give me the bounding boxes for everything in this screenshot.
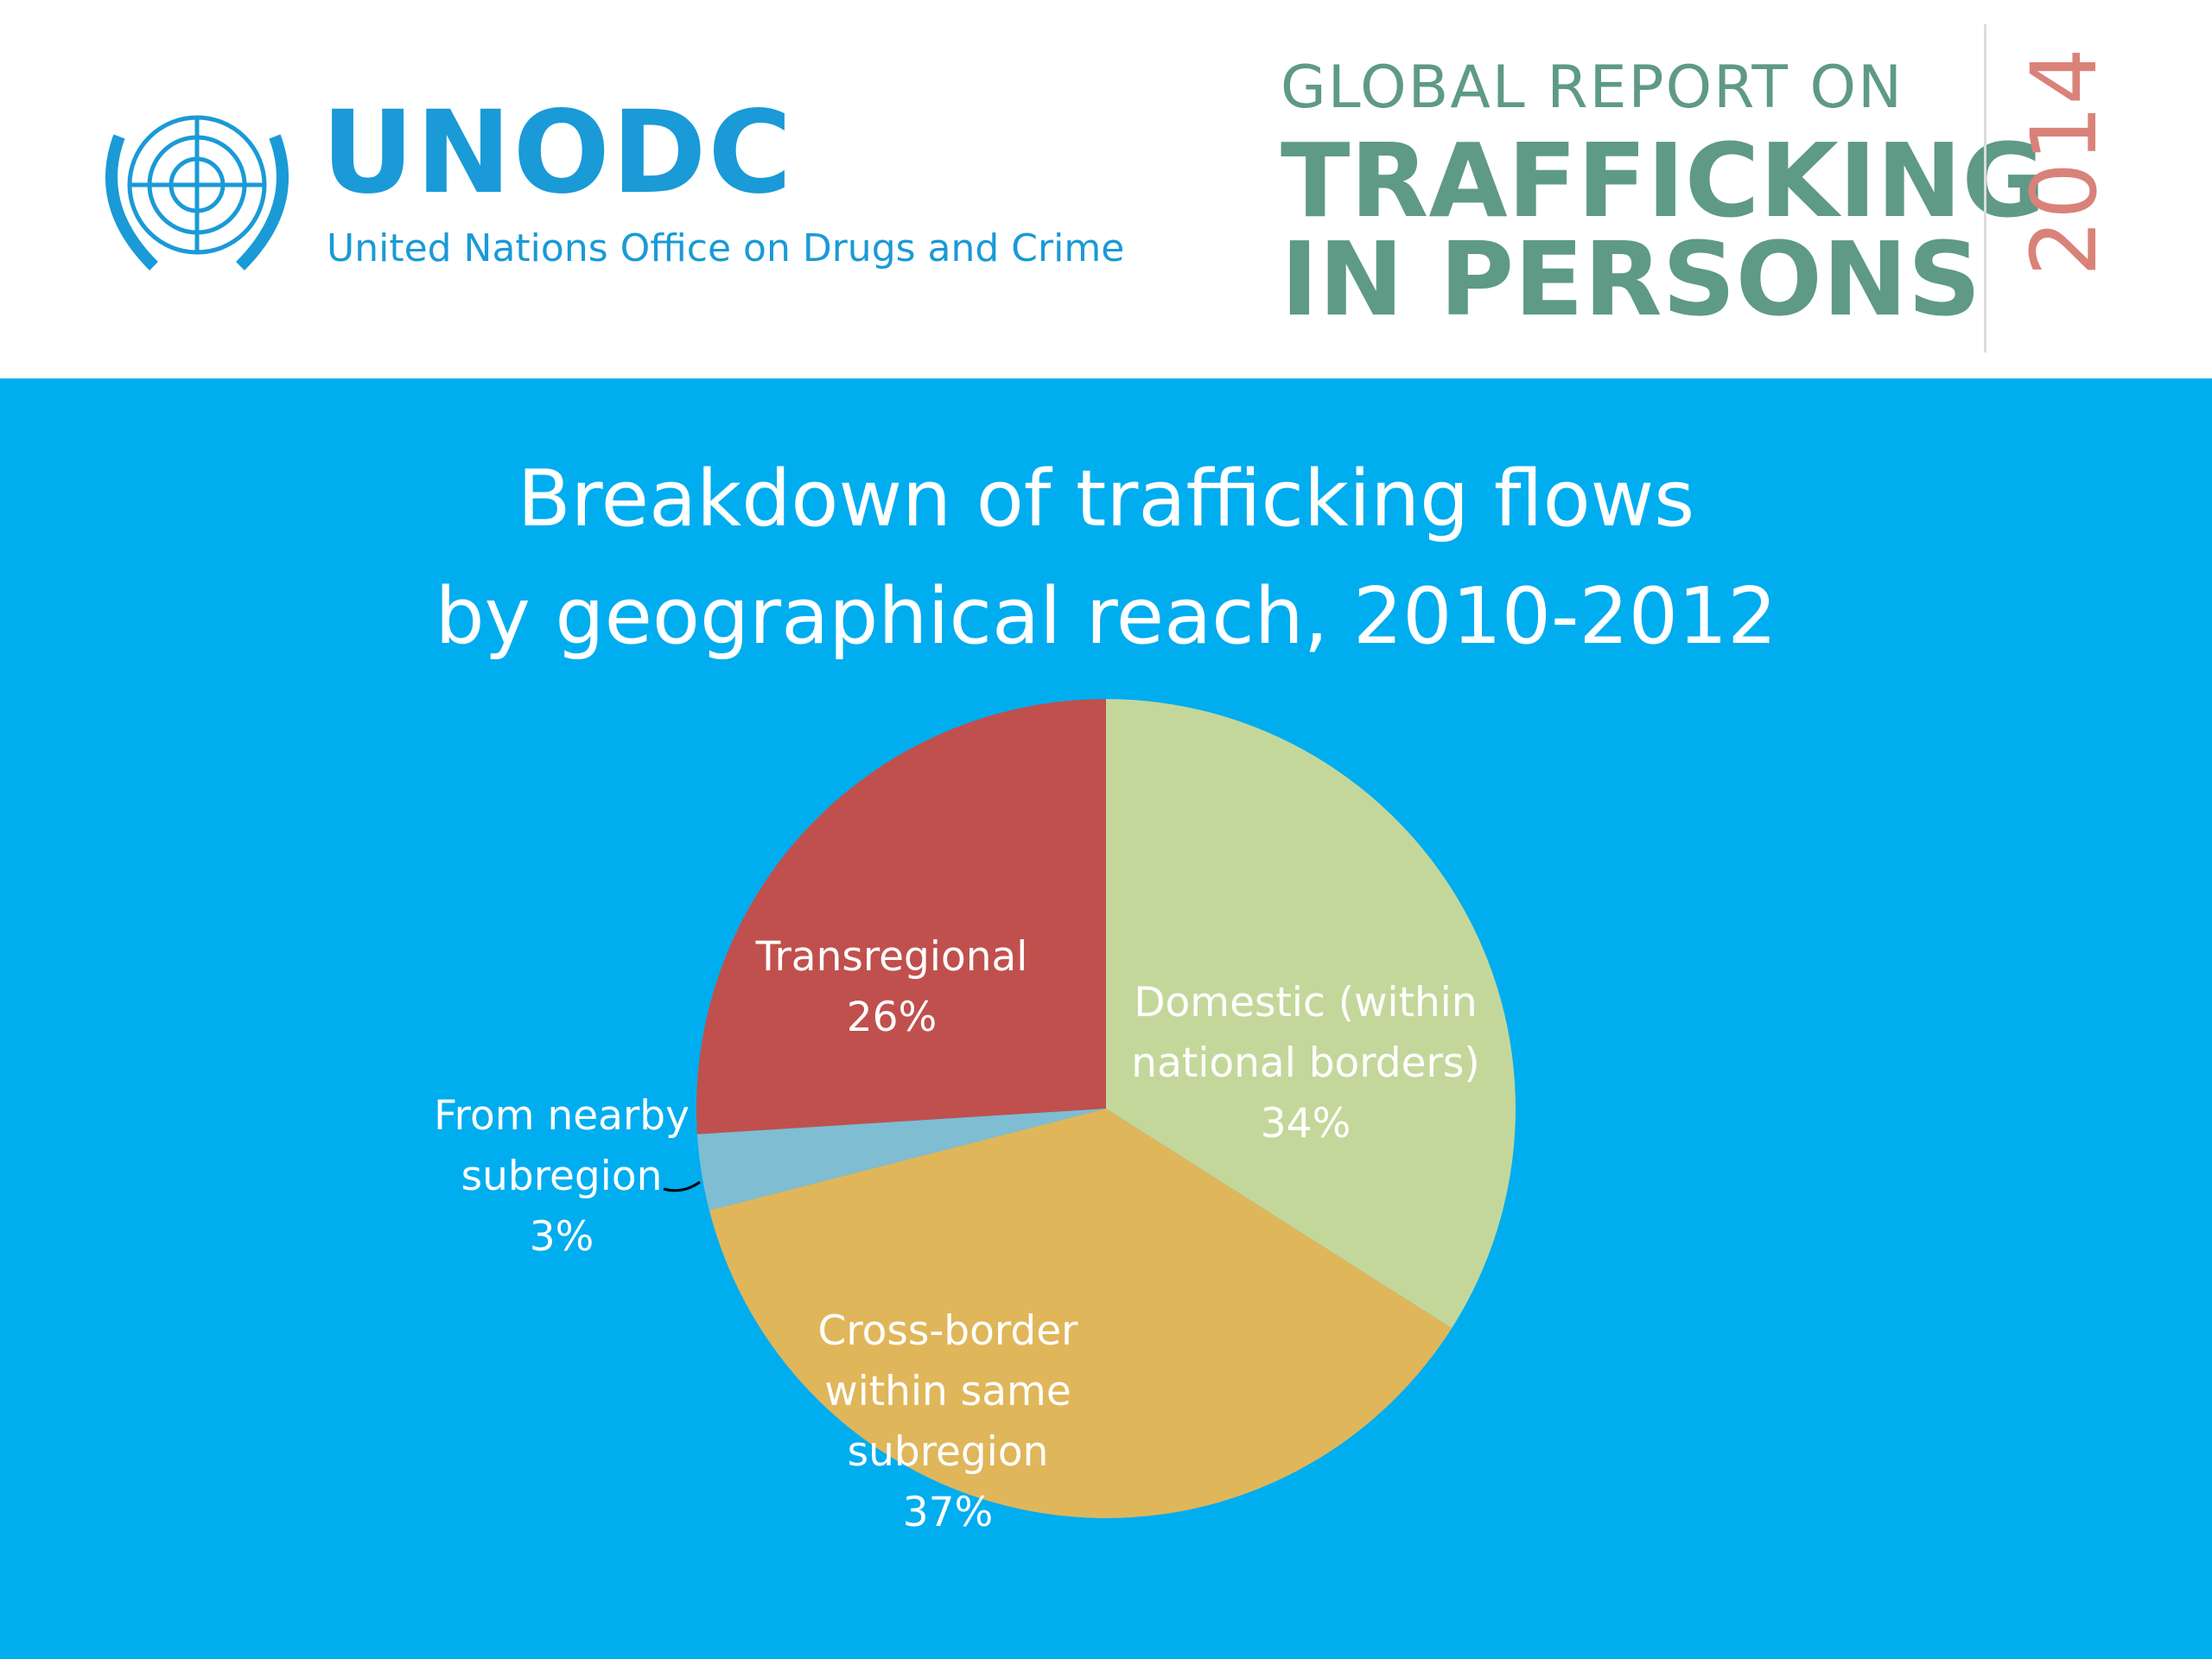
report-title: TRAFFICKING	[1281, 121, 2046, 240]
org-full-name: United Nations Office on Drugs and Crime	[327, 226, 1125, 270]
slice-label: From nearby subregion 3%	[423, 1086, 700, 1268]
divider	[1984, 24, 1986, 353]
org-name: UNODC	[321, 86, 794, 219]
pie-slice	[1106, 699, 1516, 1328]
category-label: Domestic (within national borders)	[1131, 979, 1480, 1087]
chart-title: Breakdown of trafficking flows by geogra…	[0, 441, 2212, 676]
un-emblem	[105, 115, 289, 270]
category-label: From nearby subregion	[434, 1092, 690, 1200]
value-label: 34%	[1260, 1100, 1351, 1147]
slice-label: Domestic (within national borders) 34%	[1120, 973, 1491, 1154]
title-line: by geographical reach, 2010-2012	[435, 571, 1777, 662]
pie-slice	[709, 1109, 1452, 1518]
value-label: 3%	[529, 1213, 594, 1261]
leader-line	[663, 1180, 701, 1192]
report-title: IN PERSONS	[1281, 219, 1981, 339]
category-label: Transregional	[755, 933, 1028, 981]
report-title: GLOBAL REPORT ON	[1281, 54, 1904, 122]
value-label: 26%	[846, 994, 938, 1041]
pie-slice	[696, 1109, 1106, 1211]
title-line: Breakdown of trafficking flows	[517, 454, 1695, 544]
slice-label: Transregional 26%	[745, 927, 1039, 1048]
value-label: 37%	[902, 1489, 994, 1536]
pie-slice	[696, 699, 1106, 1135]
slice-label: Cross-border within same subregion 37%	[805, 1301, 1090, 1543]
header: UNODC United Nations Office on Drugs and…	[0, 0, 2212, 378]
category-label: Cross-border within same subregion	[817, 1307, 1078, 1476]
